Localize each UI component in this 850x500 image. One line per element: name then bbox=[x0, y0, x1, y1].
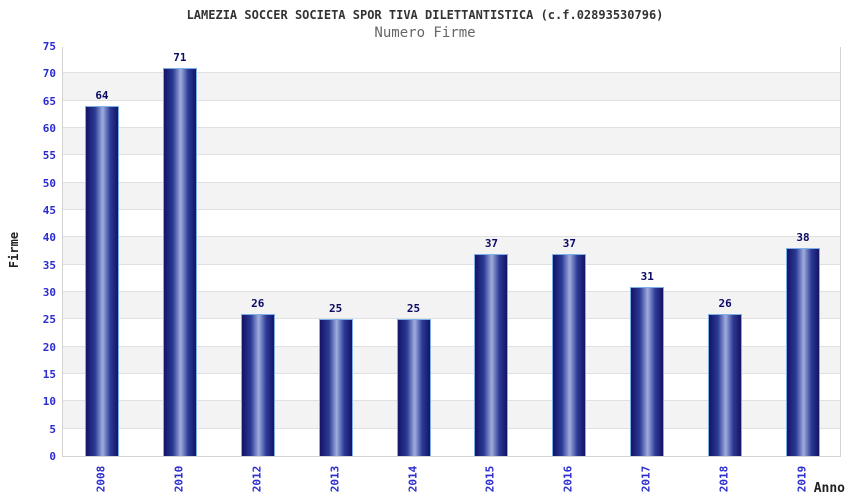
y-tick-label: 50 bbox=[42, 176, 56, 190]
y-tick-label: 10 bbox=[42, 395, 56, 409]
y-tick-label: 35 bbox=[42, 258, 56, 272]
gridline bbox=[63, 99, 840, 101]
y-axis-label: Firme bbox=[7, 231, 21, 269]
gridline bbox=[63, 427, 840, 429]
bar-value-label: 26 bbox=[251, 296, 265, 310]
bar-value-label: 37 bbox=[484, 236, 499, 250]
gridline bbox=[63, 291, 840, 292]
gridline bbox=[63, 127, 840, 128]
y-tick-label: 55 bbox=[42, 149, 56, 163]
x-tick-label: 2014 bbox=[406, 465, 420, 493]
x-tick-label: 2019 bbox=[795, 465, 809, 493]
bar-2008 bbox=[84, 106, 119, 456]
bar-value-label: 26 bbox=[718, 296, 732, 310]
y-tick-label: 70 bbox=[42, 67, 56, 81]
bar-value-label: 37 bbox=[562, 236, 576, 250]
chart-title: LAMEZIA SOCCER SOCIETA SPOR TIVA DILETTA… bbox=[186, 8, 664, 22]
x-tick-label: 2013 bbox=[328, 465, 342, 493]
bar-2012 bbox=[240, 313, 275, 456]
x-tick-label: 2010 bbox=[172, 465, 186, 493]
x-tick-label: 2017 bbox=[639, 465, 653, 493]
bar-value-label: 31 bbox=[640, 269, 654, 283]
y-tick-label: 45 bbox=[42, 204, 56, 217]
gridline bbox=[63, 263, 840, 265]
bar-value-label: 38 bbox=[796, 231, 810, 245]
plot-area: 64 71 26 25 25 37 37 31 26 38 bbox=[62, 46, 841, 457]
gridline bbox=[63, 181, 840, 183]
y-tick-label: 75 bbox=[42, 40, 56, 53]
gridline bbox=[63, 154, 840, 156]
gridline bbox=[63, 400, 840, 402]
y-tick-label: 25 bbox=[42, 313, 56, 327]
gridline bbox=[63, 345, 840, 347]
x-tick-label: 2015 bbox=[483, 465, 497, 493]
x-tick-label: 2018 bbox=[717, 465, 731, 493]
gridline bbox=[63, 236, 840, 238]
y-tick-label: 20 bbox=[42, 340, 56, 354]
y-tick-label: 15 bbox=[42, 368, 56, 381]
y-tick-label: 65 bbox=[42, 94, 56, 108]
x-tick-label: 2012 bbox=[250, 465, 264, 493]
y-tick-label: 40 bbox=[42, 231, 56, 245]
x-tick-label: 2008 bbox=[94, 465, 108, 493]
bar-value-label: 25 bbox=[329, 302, 343, 316]
gridline bbox=[63, 373, 840, 374]
bar-2017 bbox=[630, 286, 665, 456]
bar-2019 bbox=[786, 248, 821, 456]
y-tick-label: 0 bbox=[49, 450, 56, 463]
bar-value-label: 25 bbox=[406, 302, 421, 316]
gridline bbox=[63, 318, 840, 320]
bar-2018 bbox=[708, 313, 743, 456]
x-tick-label: 2016 bbox=[561, 465, 575, 493]
gridline bbox=[63, 72, 840, 74]
bar-2014 bbox=[396, 319, 431, 456]
bar-2013 bbox=[318, 319, 353, 456]
bar-2015 bbox=[474, 253, 509, 456]
y-tick-label: 5 bbox=[49, 422, 56, 436]
y-tick-label: 60 bbox=[42, 122, 56, 135]
bar-value-label: 64 bbox=[95, 89, 109, 103]
x-axis-label: Anno bbox=[813, 481, 845, 496]
gridline bbox=[63, 209, 840, 210]
y-tick-label: 30 bbox=[42, 286, 56, 299]
bar-value-label: 71 bbox=[173, 50, 187, 64]
bar-2010 bbox=[162, 67, 197, 456]
chart-subtitle: Numero Firme bbox=[374, 25, 476, 41]
bar-2016 bbox=[552, 253, 587, 456]
